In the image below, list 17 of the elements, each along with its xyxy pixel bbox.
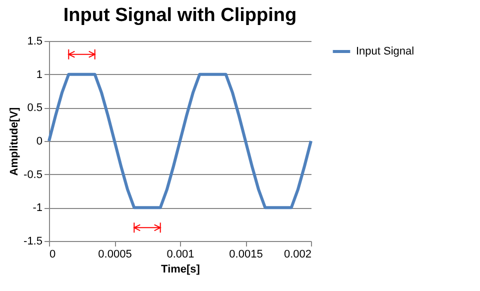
y-tick-label: 1.5 — [27, 36, 42, 48]
y-tick-label: 1 — [36, 68, 42, 81]
y-tick-label: 0.5 — [27, 102, 42, 114]
y-tick-label: 0 — [36, 136, 42, 148]
chart-title: Input Signal with Clipping — [63, 5, 297, 26]
y-tick-label: -0.5 — [24, 168, 42, 181]
x-tick-label: 0.0005 — [98, 248, 132, 260]
x-tick-label: 0.0015 — [229, 248, 263, 260]
x-axis-title: Time[s] — [161, 264, 200, 276]
y-tick-label: -1 — [32, 202, 42, 214]
y-tick-label: -1.5 — [24, 236, 42, 248]
x-tick-label: 0.002 — [284, 248, 312, 260]
legend-label: Input Signal — [356, 46, 414, 58]
y-axis-title: Amplitude[V] — [8, 106, 21, 176]
line-series — [48, 72, 312, 210]
x-tick-label: 0 — [50, 248, 56, 260]
x-tick-label: 0.001 — [166, 248, 194, 260]
